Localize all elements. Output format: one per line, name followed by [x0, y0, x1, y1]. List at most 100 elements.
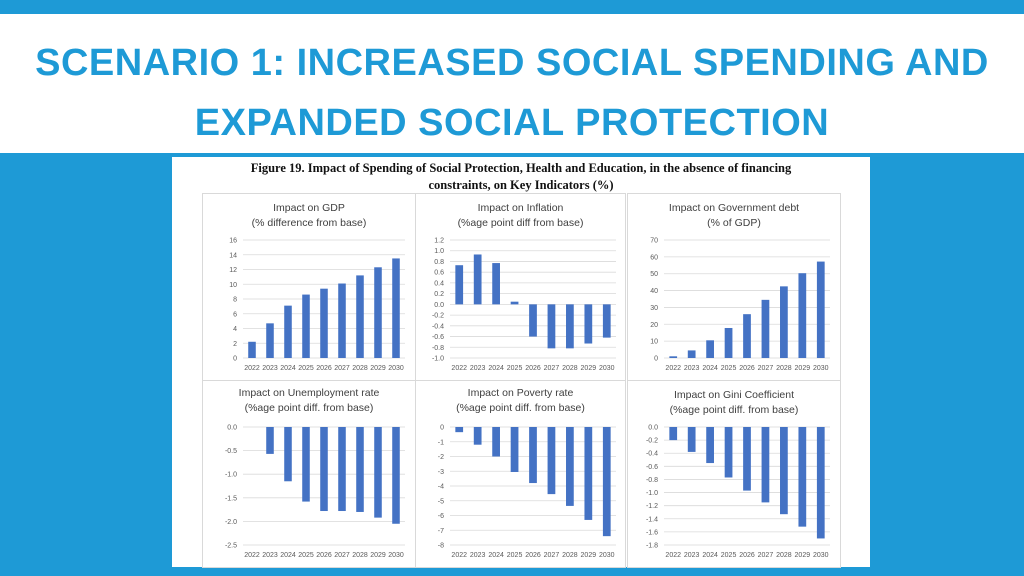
- bar-2028: [780, 427, 788, 515]
- bar-2025: [302, 294, 310, 358]
- x-tick-label: 2024: [488, 552, 504, 559]
- bar-2022: [669, 356, 678, 358]
- y-tick-label: 6: [233, 311, 237, 318]
- bar-2026: [529, 304, 537, 337]
- y-tick-label: -0.2: [646, 438, 658, 445]
- bar-2029: [798, 273, 807, 358]
- x-tick-label: 2030: [599, 552, 615, 559]
- chart-title-line-2: (% of GDP): [707, 217, 761, 229]
- x-tick-label: 2030: [388, 552, 404, 559]
- x-tick-label: 2029: [370, 552, 386, 559]
- x-tick-label: 2026: [525, 552, 541, 559]
- bar-2026: [320, 288, 328, 358]
- y-tick-label: -0.6: [646, 464, 658, 471]
- bar-2028: [566, 304, 574, 349]
- y-tick-label: 20: [650, 322, 658, 329]
- x-tick-label: 2024: [280, 552, 296, 559]
- y-tick-label: -1: [438, 439, 444, 446]
- y-tick-label: 0.4: [434, 280, 444, 287]
- bar-2029: [584, 304, 593, 344]
- bar-2023: [473, 427, 482, 445]
- chart-title-line-1: Impact on Unemployment rate: [238, 387, 380, 399]
- bar-2029: [584, 427, 593, 520]
- x-tick-label: 2028: [776, 552, 792, 559]
- x-tick-label: 2024: [702, 552, 718, 559]
- bar-2027: [547, 304, 556, 349]
- x-tick-label: 2028: [352, 552, 368, 559]
- bar-2026: [529, 427, 537, 484]
- y-tick-label: 2: [233, 341, 237, 348]
- bar-2025: [302, 427, 310, 502]
- chart-plot-area: -1.0 -0.8 -0.6 -0.4 -0.2 0.0 0.2 0.4 0.6 0.8 1.0 1.…: [432, 238, 616, 372]
- x-tick-label: 2022: [451, 365, 467, 372]
- chart-title-line-1: Impact on GDP: [273, 202, 345, 214]
- y-tick-label: -0.4: [646, 451, 658, 458]
- bar-2024: [284, 305, 292, 358]
- y-tick-label: -4: [438, 484, 444, 491]
- x-tick-label: 2025: [298, 365, 314, 372]
- x-tick-label: 2025: [507, 365, 523, 372]
- bar-2030: [392, 427, 400, 524]
- x-tick-label: 2027: [334, 365, 350, 372]
- x-tick-label: 2029: [581, 365, 597, 372]
- y-tick-label: -1.5: [225, 495, 237, 502]
- x-tick-label: 2024: [488, 365, 504, 372]
- x-tick-label: 2030: [388, 365, 404, 372]
- chart-title: Impact on Poverty rate (%age point diff.…: [416, 386, 625, 416]
- x-tick-label: 2025: [507, 552, 523, 559]
- bar-2030: [816, 261, 825, 358]
- y-tick-label: 1.2: [434, 238, 444, 245]
- x-tick-label: 2030: [813, 552, 829, 559]
- y-tick-label: 10: [650, 339, 658, 346]
- x-tick-label: 2027: [544, 552, 560, 559]
- chart-title-line-2: (%age point diff. from base): [456, 402, 585, 414]
- bar-2027: [761, 427, 770, 503]
- bar-2024: [492, 263, 500, 305]
- y-tick-label: 0: [654, 356, 658, 363]
- bar-2027: [338, 427, 346, 512]
- chart-government-debt: Impact on Government debt (% of GDP) 0 10…: [627, 193, 841, 381]
- figure-caption-line-1: Figure 19. Impact of Spending of Social …: [250, 161, 792, 175]
- y-tick-label: 0.8: [434, 259, 444, 266]
- y-tick-label: -0.8: [646, 477, 658, 484]
- bar-2025: [724, 327, 733, 358]
- y-tick-label: -1.0: [646, 490, 658, 497]
- x-tick-label: 2029: [795, 552, 811, 559]
- y-tick-label: 4: [233, 326, 237, 333]
- y-tick-label: -1.8: [646, 543, 658, 550]
- y-tick-label: 70: [650, 238, 658, 245]
- y-tick-label: 50: [650, 271, 658, 278]
- x-tick-label: 2030: [599, 365, 615, 372]
- slide-header: SCENARIO 1: INCREASED SOCIAL SPENDING AN…: [0, 14, 1024, 153]
- x-tick-label: 2027: [334, 552, 350, 559]
- x-tick-label: 2025: [721, 365, 737, 372]
- y-tick-label: 0: [233, 356, 237, 363]
- bar-2023: [266, 427, 274, 454]
- bar-2026: [743, 427, 751, 491]
- x-tick-label: 2026: [739, 365, 755, 372]
- y-tick-label: 0.0: [648, 425, 658, 432]
- chart-gdp: Impact on GDP (% difference from base) 0…: [202, 193, 416, 381]
- y-tick-label: -1.6: [646, 529, 658, 536]
- y-tick-label: -3: [438, 469, 444, 476]
- x-tick-label: 2028: [352, 365, 368, 372]
- x-tick-label: 2026: [525, 365, 541, 372]
- x-tick-label: 2027: [544, 365, 560, 372]
- chart-title-line-2: (%age point diff. from base): [669, 404, 799, 416]
- y-tick-label: -1.0: [432, 356, 444, 363]
- x-tick-label: 2027: [758, 552, 774, 559]
- x-tick-label: 2022: [665, 552, 681, 559]
- y-tick-label: -6: [438, 513, 444, 520]
- x-tick-label: 2030: [813, 365, 829, 372]
- y-tick-label: -5: [438, 498, 444, 505]
- x-tick-label: 2023: [262, 365, 278, 372]
- x-tick-label: 2028: [562, 552, 578, 559]
- y-tick-label: 1.0: [434, 248, 444, 255]
- bar-2024: [706, 340, 714, 358]
- slide-title-line-1: SCENARIO 1: INCREASED SOCIAL SPENDING AN…: [35, 42, 989, 84]
- y-tick-label: 16: [229, 238, 237, 245]
- x-tick-label: 2022: [451, 552, 467, 559]
- bar-2027: [338, 283, 346, 358]
- chart-title-line-1: Impact on Government debt: [668, 202, 800, 214]
